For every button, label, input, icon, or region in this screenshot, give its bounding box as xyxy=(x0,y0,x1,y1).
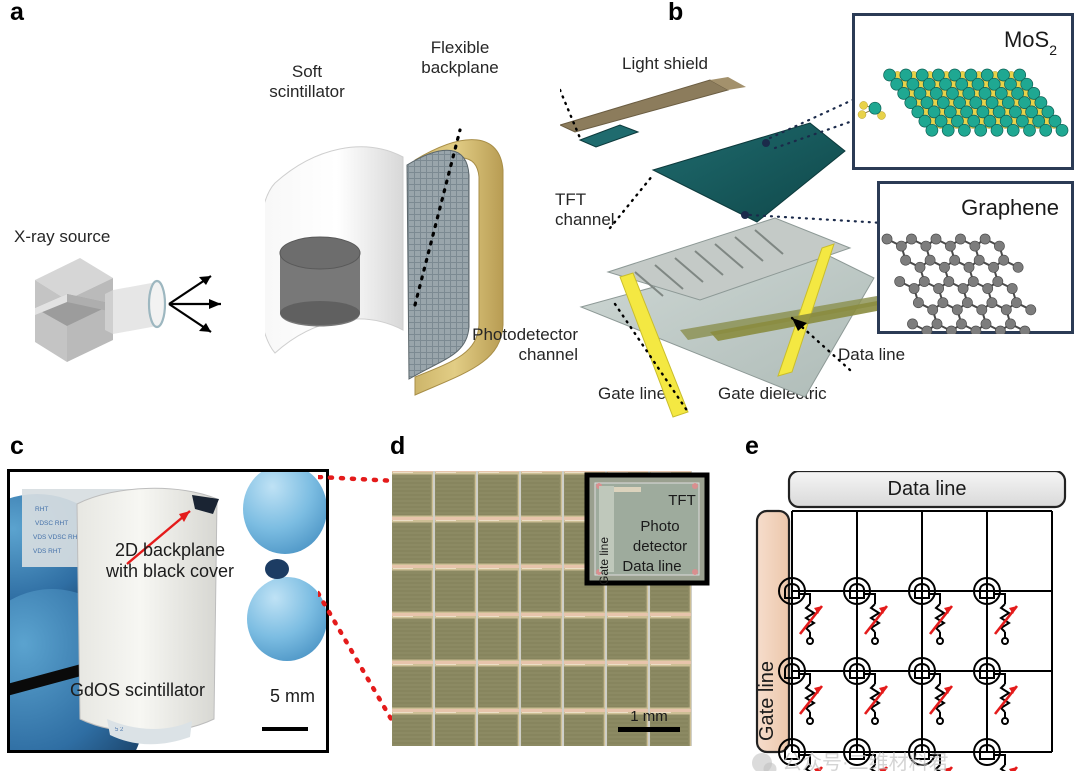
svg-text:Data line: Data line xyxy=(888,478,967,500)
svg-text:公众号·二维材料君: 公众号·二维材料君 xyxy=(782,751,949,771)
svg-text:Photo: Photo xyxy=(640,518,679,535)
svg-text:TFT: TFT xyxy=(668,492,696,509)
svg-text:1 mm: 1 mm xyxy=(630,708,668,725)
svg-text:VDS VDSC RH: VDS VDSC RH xyxy=(33,534,78,541)
svg-text:detector: detector xyxy=(633,538,687,555)
svg-text:Data line: Data line xyxy=(622,558,681,575)
svg-text:5 2: 5 2 xyxy=(115,727,124,733)
svg-text:Gate line: Gate line xyxy=(597,537,611,585)
svg-text:Gate line: Gate line xyxy=(756,661,778,741)
svg-text:RHT: RHT xyxy=(35,506,48,513)
svg-text:VDS RHT: VDS RHT xyxy=(33,548,62,555)
svg-text:Graphene: Graphene xyxy=(961,195,1059,220)
svg-text:VDSC RHT: VDSC RHT xyxy=(35,520,68,527)
